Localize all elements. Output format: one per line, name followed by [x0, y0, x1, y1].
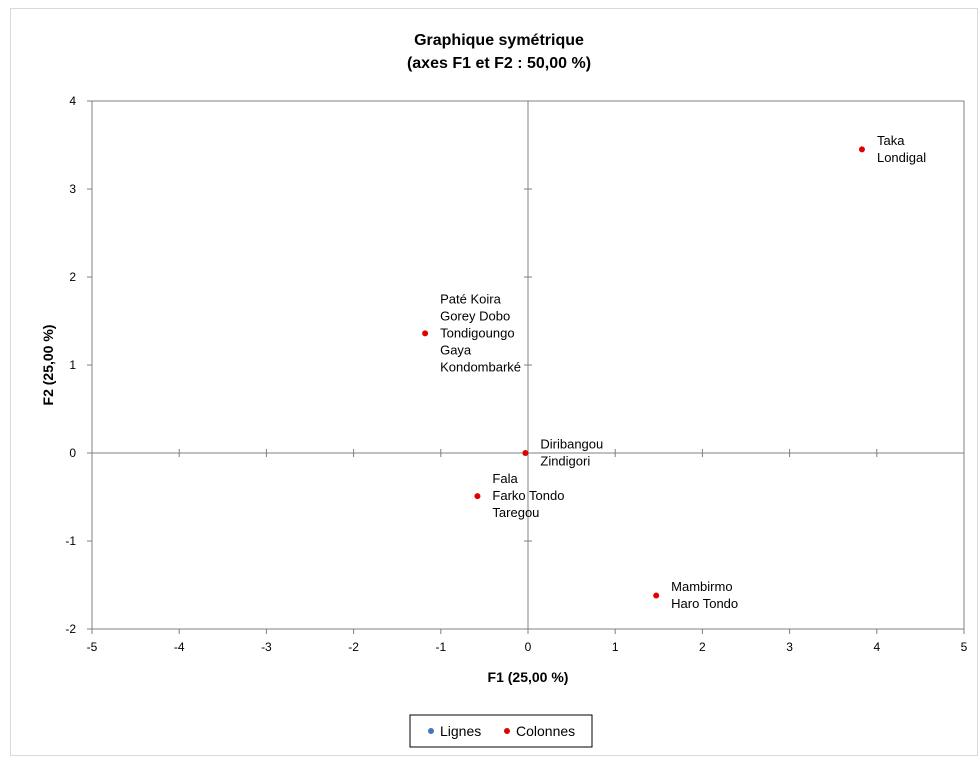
- legend-marker-lignes: [428, 728, 434, 734]
- point-label: Kondombarké: [440, 359, 521, 374]
- y-tick-label: 2: [69, 270, 76, 284]
- y-tick-label: 0: [69, 446, 76, 460]
- x-tick-label: -1: [435, 640, 446, 654]
- point-label: Gaya: [440, 342, 472, 357]
- point-label: Diribangou: [540, 437, 603, 452]
- legend-label-colonnes: Colonnes: [516, 723, 575, 739]
- y-tick-label: -2: [65, 622, 76, 636]
- point-label: Farko Tondo: [492, 488, 564, 503]
- data-point: [858, 146, 865, 153]
- y-tick-label: 3: [69, 182, 76, 196]
- point-label: Haro Tondo: [671, 596, 738, 611]
- legend: Lignes Colonnes: [409, 714, 593, 748]
- x-tick-label: 1: [612, 640, 619, 654]
- point-label: Paté Koira: [440, 291, 501, 306]
- y-tick-label: -1: [65, 534, 76, 548]
- point-label: Taka: [877, 133, 905, 148]
- y-axis-title: F2 (25,00 %): [40, 325, 56, 406]
- scatter-chart: Graphique symétrique (axes F1 et F2 : 50…: [40, 32, 968, 748]
- x-tick-label: -5: [87, 640, 98, 654]
- y-tick-label: 1: [69, 358, 76, 372]
- x-tick-label: -2: [348, 640, 359, 654]
- chart-title: Graphique symétrique: [414, 32, 584, 49]
- data-point: [474, 493, 481, 500]
- point-label: Tondigoungo: [440, 325, 514, 340]
- chart-subtitle: (axes F1 et F2 : 50,00 %): [407, 55, 591, 72]
- legend-box: [409, 714, 593, 748]
- point-label: Gorey Dobo: [440, 308, 510, 323]
- x-tick-label: 2: [699, 640, 706, 654]
- legend-marker-colonnes: [504, 728, 510, 734]
- point-label: Mambirmo: [671, 579, 732, 594]
- data-point: [653, 592, 660, 599]
- point-label: Londigal: [877, 150, 926, 165]
- point-labels: Taka Londigal Paté Koira Gorey Dobo Tondigou…: [440, 133, 926, 611]
- x-tick-label: 5: [961, 640, 968, 654]
- x-axis-title: F1 (25,00 %): [488, 669, 569, 685]
- data-point: [422, 330, 429, 337]
- legend-label-lignes: Lignes: [440, 723, 481, 739]
- x-tick-label: 3: [786, 640, 793, 654]
- y-tick-label: 4: [69, 94, 76, 108]
- chart-frame: Graphique symétrique (axes F1 et F2 : 50…: [10, 8, 978, 756]
- point-label: Zindigori: [540, 454, 590, 469]
- data-point: [522, 450, 529, 456]
- x-tick-label: 0: [525, 640, 532, 654]
- point-label: Fala: [492, 471, 518, 486]
- x-tick-label: -4: [174, 640, 185, 654]
- x-tick-label: -3: [261, 640, 272, 654]
- x-tick-label: 4: [873, 640, 880, 654]
- point-label: Taregou: [492, 505, 539, 520]
- axes: -5 -4 -3 -2 -1 0 1 2 3 4 5 -2 -1 0 1 2 3 4: [65, 94, 967, 654]
- data-points: [422, 146, 865, 599]
